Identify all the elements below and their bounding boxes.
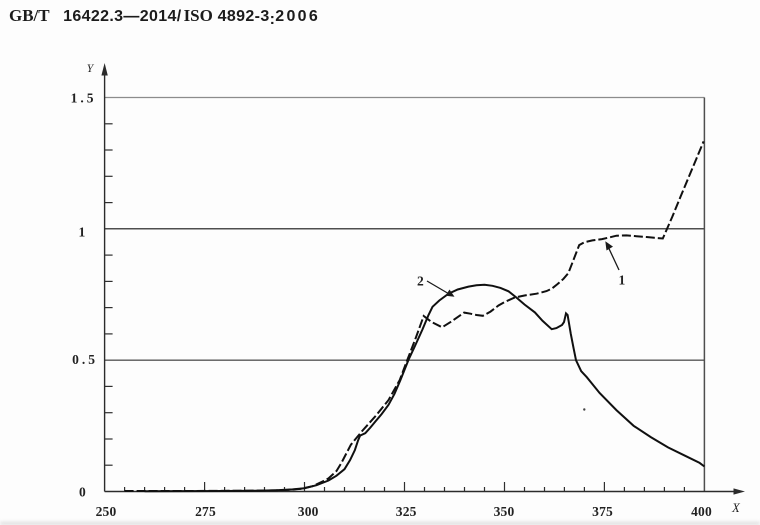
svg-text:1: 1	[619, 272, 626, 287]
svg-text:375: 375	[592, 504, 613, 519]
svg-text:1.5: 1.5	[71, 91, 97, 106]
svg-text:2: 2	[417, 274, 424, 289]
svg-text:1: 1	[79, 224, 86, 239]
svg-text:0.5: 0.5	[72, 352, 98, 367]
svg-text:250: 250	[96, 504, 117, 519]
svg-text:X: X	[731, 501, 741, 515]
svg-text:300: 300	[298, 504, 319, 519]
svg-text:400: 400	[691, 504, 712, 519]
svg-text:275: 275	[195, 504, 216, 519]
svg-text:325: 325	[396, 504, 417, 519]
svg-text:350: 350	[494, 504, 515, 519]
svg-text:0: 0	[79, 484, 86, 499]
svg-text:Y: Y	[87, 63, 95, 75]
